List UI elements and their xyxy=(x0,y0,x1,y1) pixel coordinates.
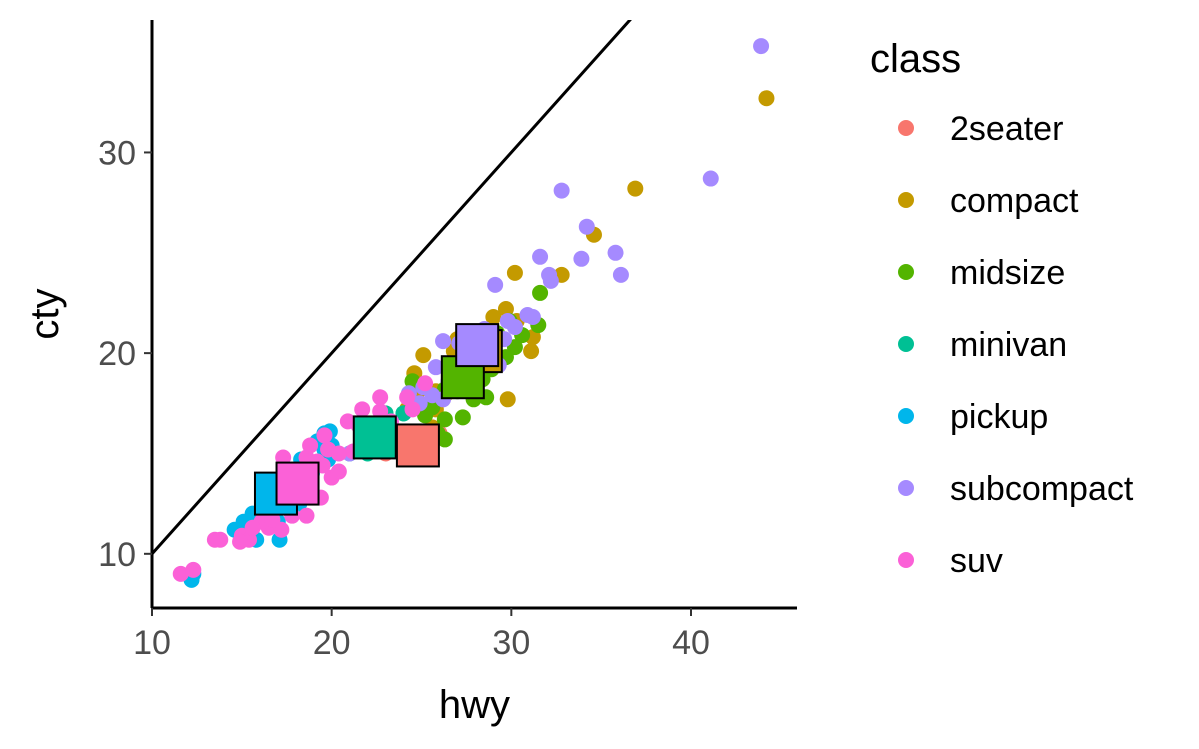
x-tick-label: 40 xyxy=(672,624,710,662)
mean-marker-minivan xyxy=(352,415,397,460)
point-suv xyxy=(399,389,416,406)
point-compact xyxy=(415,347,432,364)
point-suv xyxy=(354,401,371,418)
means-layer xyxy=(253,323,503,516)
x-tick-label: 30 xyxy=(492,624,530,662)
point-subcompact xyxy=(427,359,444,376)
point-suv xyxy=(417,375,434,392)
point-compact xyxy=(627,180,644,197)
legend-item-subcompact: subcompact xyxy=(898,470,1134,508)
reference-line xyxy=(152,20,632,555)
point-midsize xyxy=(454,409,471,426)
legend: class 2seater compact midsize minivan pickup… xyxy=(870,37,1134,580)
point-suv xyxy=(404,401,421,418)
x-axis-title: hwy xyxy=(439,683,510,727)
point-suv xyxy=(372,389,389,406)
legend-swatch xyxy=(898,480,914,496)
point-subcompact xyxy=(612,266,629,283)
point-suv xyxy=(298,507,315,524)
point-compact xyxy=(485,309,502,326)
point-subcompact xyxy=(424,387,441,404)
mean-marker-subcompact xyxy=(455,323,500,368)
y-tick-label: 30 xyxy=(98,134,136,172)
legend-title: class xyxy=(870,37,961,81)
point-compact xyxy=(758,90,775,107)
point-suv xyxy=(372,403,389,420)
legend-swatch xyxy=(898,120,914,136)
legend-item-midsize: midsize xyxy=(898,254,1065,292)
legend-item-suv: suv xyxy=(898,542,1003,580)
point-subcompact xyxy=(753,38,770,55)
legend-label: pickup xyxy=(950,398,1048,436)
x-tick-label: 20 xyxy=(313,624,351,662)
legend-swatch xyxy=(898,264,914,280)
point-suv xyxy=(316,427,333,444)
y-axis-title: cty xyxy=(23,288,67,339)
x-ticks: 10 20 30 40 xyxy=(133,608,710,662)
legend-label: subcompact xyxy=(950,470,1134,508)
point-suv xyxy=(275,449,292,466)
point-suv xyxy=(232,533,249,550)
point-subcompact xyxy=(524,309,541,326)
point-midsize xyxy=(436,411,453,428)
plot-area xyxy=(152,20,775,588)
y-tick-label: 20 xyxy=(98,335,136,373)
legend-swatch xyxy=(898,192,914,208)
mean-marker-2seater xyxy=(395,423,440,468)
legend-item-pickup: pickup xyxy=(898,398,1048,436)
point-suv xyxy=(264,511,281,528)
legend-swatch xyxy=(898,336,914,352)
point-subcompact xyxy=(541,266,558,283)
y-ticks: 10 20 30 xyxy=(98,134,152,574)
point-subcompact xyxy=(487,276,504,293)
point-subcompact xyxy=(499,313,516,330)
point-compact xyxy=(497,300,514,317)
point-suv xyxy=(206,531,223,548)
legend-items: 2seater compact midsize minivan pickup subcom… xyxy=(898,110,1134,580)
point-subcompact xyxy=(578,218,595,235)
legend-swatch xyxy=(898,552,914,568)
point-compact xyxy=(506,264,523,281)
legend-label: midsize xyxy=(950,254,1065,292)
point-subcompact xyxy=(532,248,549,265)
point-subcompact xyxy=(573,250,590,267)
legend-label: compact xyxy=(950,182,1079,220)
point-suv xyxy=(172,565,189,582)
mean-marker-suv xyxy=(275,461,320,506)
legend-item-compact: compact xyxy=(898,182,1079,220)
point-compact xyxy=(523,343,540,360)
point-suv xyxy=(330,463,347,480)
point-suv xyxy=(185,561,202,578)
point-midsize xyxy=(532,284,549,301)
y-tick-label: 10 xyxy=(98,536,136,574)
point-compact xyxy=(499,391,516,408)
x-tick-label: 10 xyxy=(133,624,171,662)
legend-label: minivan xyxy=(950,326,1067,364)
legend-item-2seater: 2seater xyxy=(898,110,1063,148)
legend-label: 2seater xyxy=(950,110,1063,148)
point-suv xyxy=(339,413,356,430)
point-subcompact xyxy=(435,333,452,350)
point-suv xyxy=(244,519,261,536)
legend-item-minivan: minivan xyxy=(898,326,1067,364)
point-suv xyxy=(330,445,347,462)
legend-swatch xyxy=(898,408,914,424)
point-subcompact xyxy=(702,170,719,187)
point-suv xyxy=(302,437,319,454)
legend-label: suv xyxy=(950,542,1003,580)
axes: 10 20 30 40 10 20 30 hwy cty xyxy=(23,20,797,727)
point-subcompact xyxy=(553,182,570,199)
point-subcompact xyxy=(607,244,624,261)
